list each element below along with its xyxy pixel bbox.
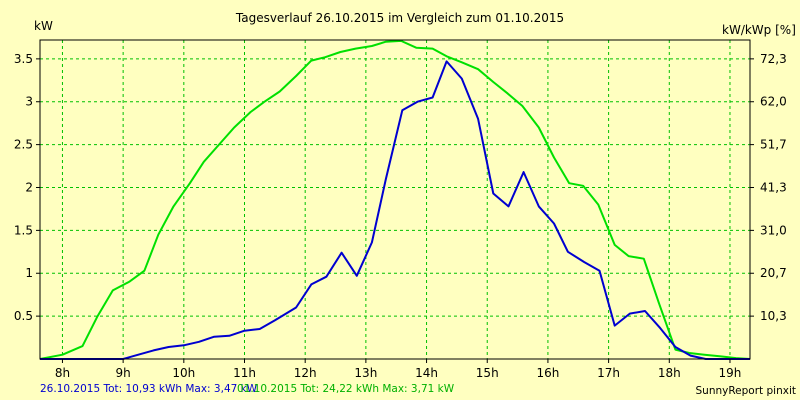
y2-tick-label: 51,7 <box>760 138 787 152</box>
x-tick-label: 17h <box>597 366 620 380</box>
x-tick-label: 10h <box>172 366 195 380</box>
footer-credit: SunnyReport pinxit <box>696 385 796 397</box>
x-tick-label: 12h <box>294 366 317 380</box>
x-tick-label: 18h <box>658 366 681 380</box>
x-tick-label: 15h <box>476 366 499 380</box>
series-lines <box>39 39 751 360</box>
legend-footer-left: 26.10.2015 Tot: 10,93 kWh Max: 3,47 kW <box>40 383 258 395</box>
y-tick-label: 3.5 <box>14 52 33 66</box>
y-ticks: 0.5 1 1.5 2 2.5 3 3.5 <box>14 52 40 323</box>
series-line <box>39 39 751 360</box>
y2-tick-label: 41,3 <box>760 180 787 194</box>
y2-axis-label: kW/kWp [%] <box>722 23 796 37</box>
x-tick-label: 14h <box>415 366 438 380</box>
y-axis-label: kW <box>34 19 53 33</box>
x-tick-label: 8h <box>55 366 70 380</box>
y-tick-label: 2 <box>25 180 33 194</box>
x-tick-label: 19h <box>719 366 742 380</box>
x-tick-label: 9h <box>116 366 131 380</box>
x-tick-label: 16h <box>536 366 559 380</box>
y-tick-label: 1.5 <box>14 223 33 237</box>
y-tick-label: 1 <box>25 266 33 280</box>
y-tick-label: 2.5 <box>14 138 33 152</box>
legend-footer-mid: 01.10.2015 Tot: 24,22 kWh Max: 3,71 kW <box>237 383 455 395</box>
series-line <box>40 60 750 360</box>
y-tick-label: 3 <box>25 95 33 109</box>
y2-ticks: 10,3 20,7 31,0 41,3 51,7 62,0 72,3 <box>750 52 787 323</box>
y2-tick-label: 10,3 <box>760 309 787 323</box>
y2-tick-label: 31,0 <box>760 223 787 237</box>
y2-tick-label: 72,3 <box>760 52 787 66</box>
chart-title: Tagesverlauf 26.10.2015 im Vergleich zum… <box>235 11 564 25</box>
y2-tick-label: 62,0 <box>760 95 787 109</box>
y2-tick-label: 20,7 <box>760 266 787 280</box>
plot-area <box>40 40 750 359</box>
x-tick-label: 11h <box>233 366 256 380</box>
x-tick-label: 13h <box>354 366 377 380</box>
y-tick-label: 0.5 <box>14 309 33 323</box>
x-ticks: 8h 9h 10h 11h 12h 13h 14h 15h 16h 17h 18h 19h <box>55 359 742 380</box>
plot-frame <box>39 39 751 360</box>
